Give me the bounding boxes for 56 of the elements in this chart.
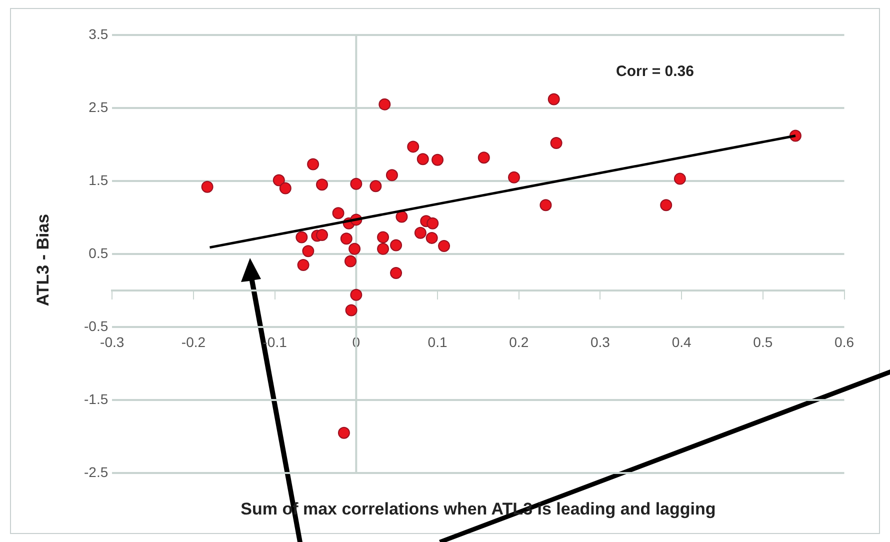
point	[660, 199, 672, 212]
point	[272, 174, 285, 186]
point	[378, 98, 391, 110]
point	[296, 231, 308, 244]
point	[416, 153, 429, 166]
point	[390, 239, 402, 252]
point	[338, 426, 350, 439]
point	[432, 154, 444, 166]
point	[407, 140, 420, 153]
point	[345, 304, 358, 316]
annotation: Corr = 0.36	[616, 63, 694, 80]
x-tick-label: 0.2	[509, 334, 529, 350]
point	[390, 266, 402, 279]
x-tick-label: -0.2	[181, 334, 206, 350]
y-tick-label: 1.5	[88, 172, 108, 188]
y-axis-title: ATL3 - Bias	[34, 214, 53, 306]
y-tick-label: 2.5	[88, 98, 108, 115]
point	[377, 242, 390, 255]
point	[302, 245, 314, 258]
point	[350, 178, 362, 190]
x-tick-label: 0.5	[753, 334, 773, 350]
point	[201, 180, 214, 193]
point	[674, 172, 686, 185]
point	[478, 152, 490, 164]
point	[550, 137, 562, 150]
point	[316, 229, 328, 242]
x-tick-label: -0.3	[100, 334, 124, 350]
point	[350, 288, 362, 301]
point	[386, 169, 398, 182]
point	[414, 226, 426, 239]
y-tick-label: -2.5	[84, 464, 108, 480]
point	[279, 182, 292, 194]
point	[348, 242, 361, 255]
y-tick-label: -1.5	[84, 390, 108, 407]
x-tick-label: 0.1	[428, 334, 448, 350]
point	[297, 258, 310, 271]
point	[396, 210, 408, 223]
point	[307, 158, 320, 170]
point	[370, 180, 382, 192]
x-tick-label: 0.4	[672, 334, 692, 350]
point	[426, 232, 438, 244]
y-tick-label: 0.5	[88, 244, 108, 261]
point	[344, 255, 356, 268]
point	[377, 231, 390, 244]
x-tick-label: 0.3	[590, 334, 610, 350]
point	[508, 171, 520, 184]
point	[426, 217, 439, 230]
point	[340, 232, 352, 245]
y-tick-label: 3.5	[88, 26, 108, 42]
point	[540, 199, 552, 212]
y-tick-label: -0.5	[84, 318, 108, 334]
point	[316, 178, 328, 191]
x-tick-label: 0.6	[834, 334, 854, 350]
point	[548, 93, 560, 106]
point	[332, 207, 344, 220]
point	[438, 240, 450, 252]
